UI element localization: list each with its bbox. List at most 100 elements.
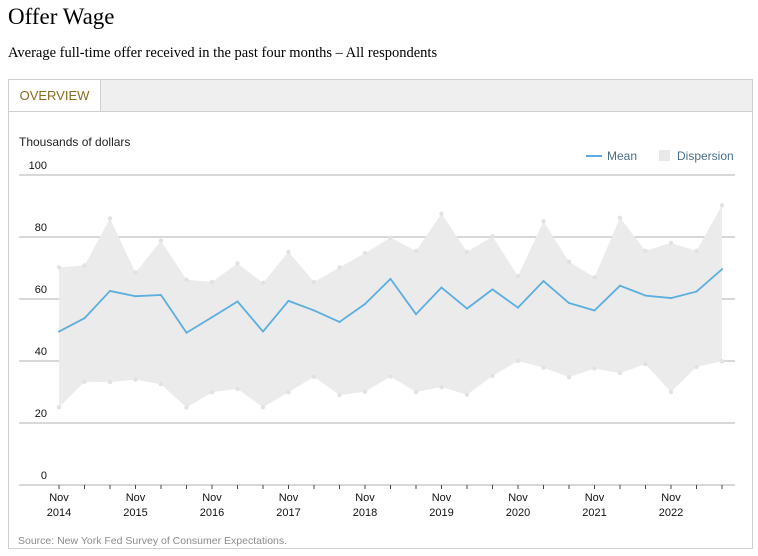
x-tick-label-year: 2020 [506, 507, 530, 519]
page-subtitle: Average full-time offer received in the … [8, 45, 438, 61]
dispersion-upper-point [133, 270, 138, 275]
dispersion-lower-point [260, 404, 266, 410]
x-tick-label-year: 2021 [582, 507, 606, 519]
mean-point [389, 277, 392, 280]
dispersion-upper-point [515, 273, 521, 279]
dispersion-lower-point [388, 374, 393, 379]
y-tick-label-80: 80 [35, 222, 47, 234]
x-tick-label-year: 2016 [200, 507, 224, 519]
dispersion-upper-point [56, 265, 62, 270]
y-tick-label-40: 40 [35, 346, 47, 358]
dispersion-upper-point [286, 249, 291, 255]
mean-point [83, 317, 86, 320]
legend-mean-label[interactable]: Mean [607, 149, 638, 163]
dispersion-lower-point [362, 389, 368, 394]
x-tick-label-month: Nov [432, 492, 452, 504]
mean-point [236, 300, 239, 303]
mean-point [517, 306, 519, 309]
mean-point [466, 307, 468, 310]
dispersion-lower-point [311, 374, 317, 380]
dispersion-lower-point [643, 361, 648, 367]
mean-point [287, 299, 290, 302]
mean-point [313, 309, 315, 312]
dispersion-upper-point [362, 250, 368, 256]
mean-point [695, 290, 698, 293]
dispersion-upper-point [643, 248, 648, 254]
dispersion-upper-point [184, 277, 189, 282]
dispersion-lower-point [133, 377, 138, 382]
mean-point [619, 284, 621, 287]
dispersion-upper-point [464, 249, 470, 255]
mean-point [644, 294, 647, 297]
x-tick-label-year: 2022 [659, 507, 683, 519]
dispersion-upper-point [311, 279, 317, 285]
dispersion-upper-point [413, 248, 419, 254]
page-title: Offer Wage [8, 4, 115, 29]
dispersion-upper-point [617, 215, 623, 220]
dispersion-lower-point [107, 379, 113, 385]
legend-dispersion-label[interactable]: Dispersion [677, 149, 734, 163]
dispersion-upper-point [566, 259, 572, 264]
mean-point [58, 330, 60, 333]
dispersion-lower-point [82, 379, 87, 384]
x-tick-label-year: 2014 [47, 507, 71, 519]
dispersion-lower-point [209, 390, 215, 395]
dispersion-upper-point [209, 279, 215, 285]
x-tick-label-month: Nov [355, 492, 375, 504]
dispersion-lower-point [719, 359, 725, 364]
legend-mean-swatch [586, 155, 602, 157]
mean-point [211, 316, 213, 319]
dispersion-lower-point [184, 405, 189, 410]
dispersion-lower-point [56, 404, 62, 410]
mean-point [542, 280, 545, 283]
legend-dispersion-swatch [659, 150, 670, 161]
x-tick-label-month: Nov [279, 492, 299, 504]
dispersion-band [59, 205, 722, 408]
x-tick-label-month: Nov [126, 492, 146, 504]
dispersion-lower-point [439, 384, 444, 390]
x-tick-label-month: Nov [202, 492, 222, 504]
x-tick-label-year: 2019 [429, 507, 453, 519]
x-tick-label-year: 2017 [276, 507, 300, 519]
x-axis: Nov 2014 Nov 2015 Nov 2016 Nov 2017 Nov 2018 Nov 20… [47, 485, 723, 519]
dispersion-lower-point [541, 365, 546, 370]
dispersion-upper-point [337, 265, 342, 270]
dispersion-upper-point [82, 263, 87, 268]
mean-point [160, 293, 162, 296]
tab-overview[interactable]: OVERVIEW [9, 80, 101, 111]
dispersion-upper-point [260, 280, 266, 286]
tab-bar: OVERVIEW [9, 80, 752, 112]
dispersion-upper-point [235, 261, 240, 266]
dispersion-lower-point [515, 358, 521, 364]
dispersion-upper-point [592, 275, 597, 280]
dispersion-lower-point [286, 390, 291, 395]
mean-point [364, 302, 366, 305]
x-tick-label-month: Nov [49, 492, 69, 504]
mean-point [109, 289, 111, 292]
mean-point [440, 286, 443, 289]
dispersion-lower-point [694, 364, 699, 370]
dispersion-lower-point [592, 366, 597, 371]
dispersion-lower-point [337, 392, 342, 398]
mean-line-group [58, 268, 723, 334]
y-axis-label: Thousands of dollars [19, 135, 131, 149]
mean-point [670, 297, 672, 300]
mean-point [721, 268, 723, 271]
dispersion-upper-point [158, 238, 164, 243]
dispersion-band-group [56, 203, 725, 410]
mean-point [185, 331, 188, 334]
dispersion-lower-point [617, 370, 623, 376]
x-tick-label-month: Nov [661, 492, 681, 504]
dispersion-upper-point [439, 211, 444, 216]
dispersion-upper-point [668, 240, 674, 246]
mean-point [491, 288, 494, 291]
dispersion-upper-point [719, 203, 725, 208]
dispersion-lower-point [566, 374, 572, 380]
x-tick-label-year: 2018 [353, 507, 377, 519]
x-tick-label-month: Nov [508, 492, 528, 504]
mean-point [338, 320, 341, 323]
dispersion-lower-point [464, 392, 470, 397]
dispersion-lower-point [235, 386, 240, 392]
dispersion-upper-point [541, 218, 546, 224]
